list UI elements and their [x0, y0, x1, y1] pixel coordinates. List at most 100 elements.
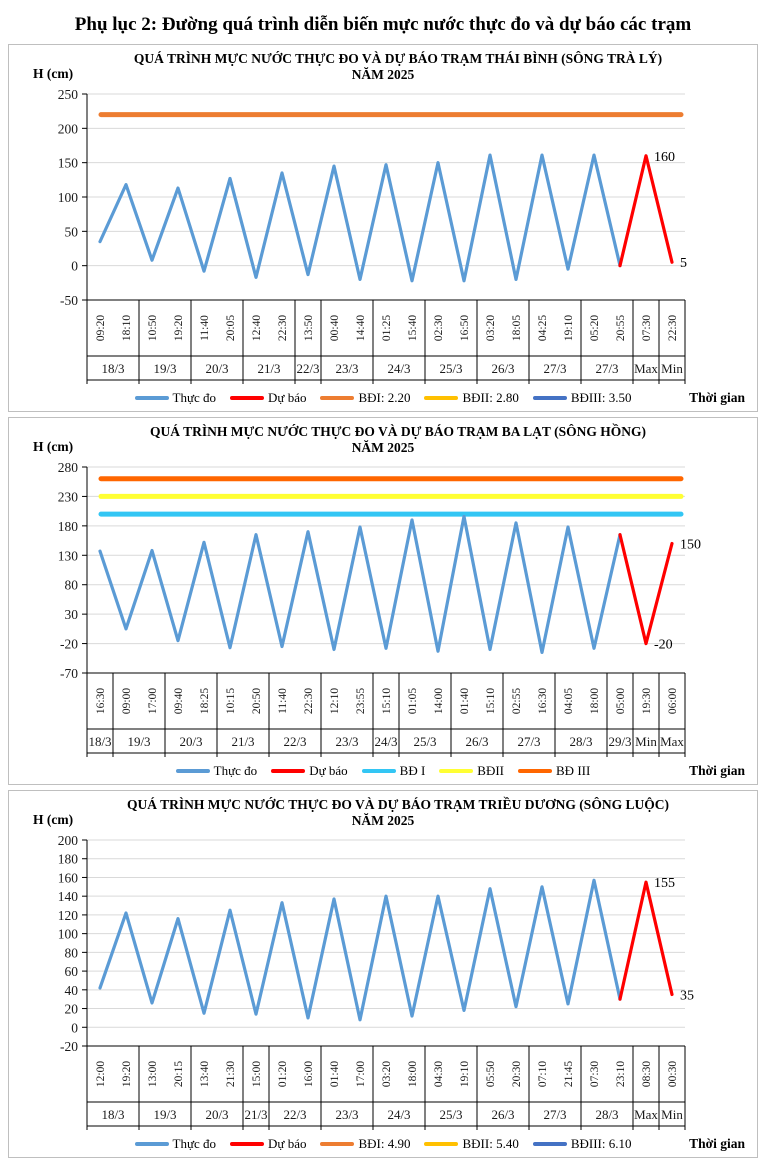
x-time-label: 15:00 [251, 1061, 263, 1087]
y-axis-title: H (cm) [33, 66, 74, 81]
y-tick-label: 230 [58, 489, 79, 504]
x-date-label: 24/3 [374, 734, 397, 749]
point-label: -20 [654, 638, 673, 653]
y-tick-label: 80 [65, 945, 79, 960]
x-time-label: 16:50 [459, 315, 471, 341]
y-tick-label: 100 [58, 190, 79, 205]
x-date-label: 20/3 [179, 734, 202, 749]
x-time-label: 21:30 [225, 1061, 237, 1087]
legend-item: Thực đo [175, 763, 258, 779]
x-time-label: 22:30 [667, 315, 679, 341]
x-date-label: 20/3 [205, 361, 228, 376]
chart-box-trieu-duong: H (cm) QUÁ TRÌNH MỰC NƯỚC THỰC ĐO VÀ DỰ … [8, 790, 758, 1158]
x-time-label: 01:40 [329, 1061, 341, 1087]
x-axis-title: Thời gian [689, 390, 745, 405]
legend-label: BĐII: 2.80 [462, 390, 519, 405]
chart-box-ba-lat: H (cm) QUÁ TRÌNH MỰC NƯỚC THỰC ĐO VÀ DỰ … [8, 417, 758, 785]
x-time-label: 18:05 [511, 315, 523, 341]
x-time-label: 13:40 [199, 1061, 211, 1087]
legend-item: BĐIII: 3.50 [532, 390, 632, 406]
x-time-label: 20:05 [225, 315, 237, 341]
legend-label: Dự báo [309, 763, 348, 778]
y-tick-label: 60 [65, 964, 79, 979]
x-time-label: 16:30 [95, 688, 107, 714]
x-time-label: 22:30 [303, 688, 315, 714]
y-tick-label: 100 [58, 927, 79, 942]
chart-plot-trieu-duong: 15535200180160140120100806040200-2012:00… [58, 833, 694, 1130]
legend-swatch-line [439, 769, 474, 773]
point-label: 155 [654, 876, 675, 891]
legend-label: Thực đo [172, 1136, 217, 1151]
x-date-label: 23/3 [335, 361, 358, 376]
x-date-label: 27/3 [517, 734, 540, 749]
y-tick-label: 50 [65, 224, 79, 239]
x-time-label: 01:25 [381, 315, 393, 341]
x-time-label: 20:30 [511, 1061, 523, 1087]
legend-label: BĐIII: 3.50 [570, 390, 632, 405]
x-time-label: 15:10 [485, 688, 497, 714]
legend-swatch-line [134, 1142, 169, 1146]
chart-header: H (cm) QUÁ TRÌNH MỰC NƯỚC THỰC ĐO VÀ DỰ … [9, 421, 757, 459]
x-time-label: 08:30 [641, 1061, 653, 1087]
y-axis-title: H (cm) [33, 439, 74, 454]
x-time-label: 02:30 [433, 315, 445, 341]
x-date-label: 25/3 [413, 734, 436, 749]
x-time-label: 01:40 [459, 688, 471, 714]
y-tick-label: 30 [65, 607, 79, 622]
x-time-label: 17:00 [147, 688, 159, 714]
y-tick-label: 150 [58, 156, 79, 171]
x-axis-title: Thời gian [689, 763, 745, 778]
x-date-label: Max [634, 1107, 658, 1122]
legend-item: Dự báo [271, 763, 348, 779]
x-time-label: 15:10 [381, 688, 393, 714]
legend-label: BĐI: 2.20 [358, 390, 411, 405]
chart-footer: Thực đo Dự báo BĐ I BĐII BĐ III Thời gian [9, 759, 757, 783]
x-time-label: 10:50 [147, 315, 159, 341]
legend-item: BĐ III [518, 763, 590, 779]
y-tick-label: 140 [58, 889, 79, 904]
legend-swatch-line [532, 1142, 567, 1146]
series-line-Thực đo [98, 878, 622, 1022]
y-tick-label: -70 [60, 666, 78, 681]
x-time-label: 20:55 [615, 315, 627, 341]
point-label: 150 [680, 538, 701, 553]
x-time-label: 01:20 [277, 1061, 289, 1087]
y-axis-title: H (cm) [33, 812, 74, 827]
x-date-label: Max [634, 361, 658, 376]
legend-item: BĐI: 2.20 [320, 390, 410, 406]
x-time-label: 06:00 [667, 688, 679, 714]
x-date-label: 21/3 [244, 1107, 267, 1122]
legend-swatch-line [532, 396, 567, 400]
x-date-label: Min [635, 734, 657, 749]
y-tick-label: -20 [60, 1039, 78, 1054]
x-time-label: 19:20 [121, 1061, 133, 1087]
x-time-label: 01:05 [407, 688, 419, 714]
x-date-label: Min [661, 361, 683, 376]
x-date-label: Max [660, 734, 684, 749]
x-date-label: 26/3 [491, 361, 514, 376]
x-date-label: 18/3 [101, 361, 124, 376]
legend-item: BĐII: 2.80 [424, 390, 519, 406]
series-line-Thực đo [98, 514, 622, 654]
legend-swatch-line [320, 396, 355, 400]
x-time-label: 09:20 [95, 315, 107, 341]
x-date-label: 20/3 [205, 1107, 228, 1122]
legend: Thực đo Dự báo BĐI: 2.20 BĐII: 2.80 BĐIII: 3… [134, 390, 632, 406]
x-time-label: 19:10 [563, 315, 575, 341]
x-time-label: 00:40 [329, 315, 341, 341]
x-date-label: 28/3 [595, 1107, 618, 1122]
x-time-label: 04:05 [563, 688, 575, 714]
y-tick-label: -50 [60, 293, 78, 308]
x-time-label: 18:00 [407, 1061, 419, 1087]
chart-box-thai-binh: H (cm) QUÁ TRÌNH MỰC NƯỚC THỰC ĐO VÀ DỰ … [8, 44, 758, 412]
x-time-label: 20:15 [173, 1061, 185, 1087]
x-time-label: 20:50 [251, 688, 263, 714]
x-time-label: 19:10 [459, 1061, 471, 1087]
legend-label: Dự báo [268, 1136, 307, 1151]
y-tick-label: 130 [58, 548, 79, 563]
chart-title: QUÁ TRÌNH MỰC NƯỚC THỰC ĐO VÀ DỰ BÁO TRẠ… [127, 797, 669, 812]
legend-swatch-line [518, 769, 553, 773]
chart-footer: Thực đo Dự báo BĐI: 2.20 BĐII: 2.80 BĐIII: 3… [9, 386, 757, 410]
point-label: 35 [680, 989, 694, 1004]
legend-label: Thực đo [213, 763, 258, 778]
